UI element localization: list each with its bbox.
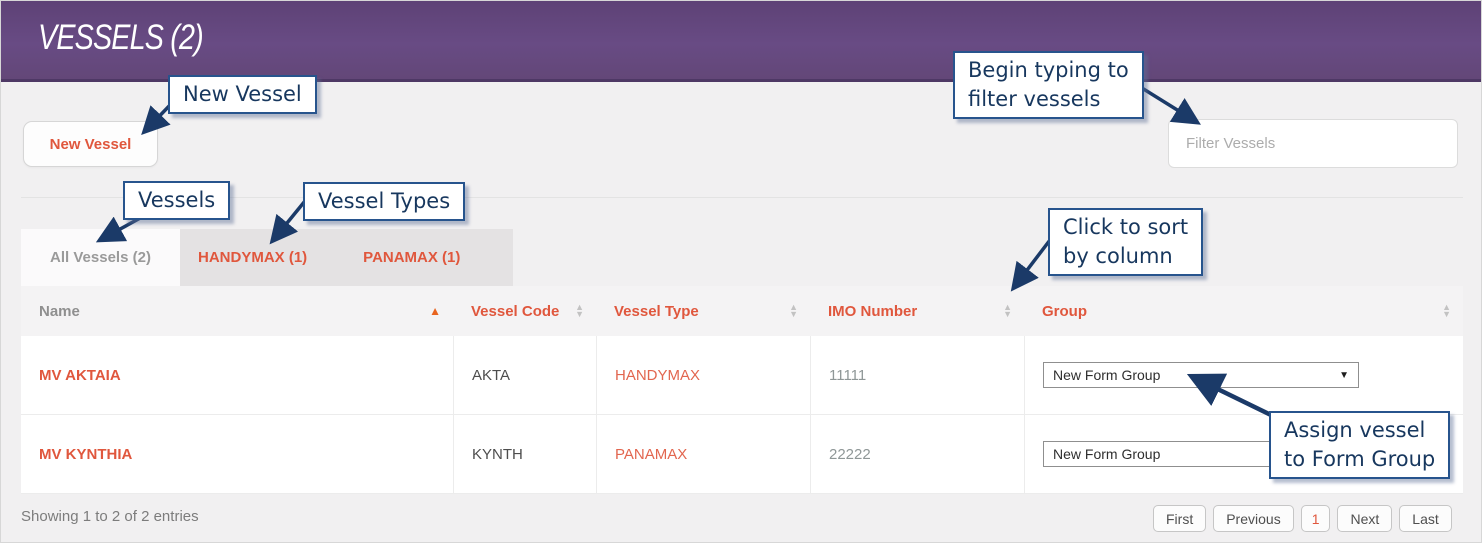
table-row: MV AKTAIA AKTA HANDYMAX 11111 New Form G… xyxy=(21,336,1463,415)
pagination: First Previous 1 Next Last xyxy=(1153,505,1452,532)
form-group-select-value: New Form Group xyxy=(1053,446,1161,462)
callout-vessel-types: Vessel Types xyxy=(303,182,466,221)
table-row: MV KYNTHIA KYNTH PANAMAX 22222 New Form … xyxy=(21,415,1463,494)
dropdown-arrow-icon: ▼ xyxy=(1339,369,1349,381)
callout-vessels: Vessels xyxy=(123,181,231,220)
page-number-button[interactable]: 1 xyxy=(1300,505,1331,532)
sort-icon: ▲ ▼ xyxy=(1442,302,1451,319)
form-group-select[interactable]: New Form Group ▼ xyxy=(1043,362,1359,388)
imo-number: 22222 xyxy=(829,445,871,463)
table-header-row: Name ▲ Vessel Code ▲ ▼ Vessel Type ▲ ▼ IMO… xyxy=(21,286,1463,336)
arrow-to-sort-icon xyxy=(1010,238,1052,292)
callout-sort-by-column: Click to sort by column xyxy=(1048,208,1204,276)
toolbar-divider xyxy=(21,197,1463,198)
column-header-vessel-code[interactable]: Vessel Code ▲ ▼ xyxy=(471,302,584,320)
vessel-name-link[interactable]: MV KYNTHIA xyxy=(39,445,133,463)
column-header-name[interactable]: Name ▲ xyxy=(39,302,441,320)
tab-all-vessels[interactable]: All Vessels (2) xyxy=(21,229,180,286)
new-vessel-button-label: New Vessel xyxy=(49,135,132,153)
vessel-code: AKTA xyxy=(472,366,511,384)
callout-new-vessel: New Vessel xyxy=(168,75,317,114)
column-header-vessel-type[interactable]: Vessel Type ▲ ▼ xyxy=(614,302,798,320)
arrow-to-filter-input xyxy=(1136,83,1201,125)
sort-ascending-icon: ▲ xyxy=(429,304,441,318)
column-header-group[interactable]: Group ▲ ▼ xyxy=(1042,302,1451,320)
tab-all-vessels-label: All Vessels (2) xyxy=(50,249,151,266)
sort-icon: ▲ ▼ xyxy=(575,302,584,319)
filter-vessels-input[interactable] xyxy=(1168,119,1458,168)
tab-handymax[interactable]: HANDYMAX (1) xyxy=(198,249,308,266)
column-header-imo-number[interactable]: IMO Number ▲ ▼ xyxy=(828,302,1012,320)
imo-number: 11111 xyxy=(829,366,867,384)
page-header: VESSELS (2) xyxy=(1,1,1481,82)
showing-entries-text: Showing 1 to 2 of 2 entries xyxy=(21,508,199,525)
sort-icon: ▲ ▼ xyxy=(789,302,798,319)
page-previous-button[interactable]: Previous xyxy=(1213,505,1294,532)
page-next-button[interactable]: Next xyxy=(1337,505,1393,532)
callout-filter-vessels: Begin typing to filter vessels xyxy=(953,51,1144,119)
page-first-button[interactable]: First xyxy=(1153,505,1207,532)
page-title: VESSELS (2) xyxy=(38,18,204,57)
vessel-type-tabs: HANDYMAX (1) PANAMAX (1) xyxy=(180,229,513,286)
form-group-select-value: New Form Group xyxy=(1053,367,1161,383)
vessel-type: HANDYMAX xyxy=(615,366,701,384)
page-last-button[interactable]: Last xyxy=(1399,505,1452,532)
vessel-code: KYNTH xyxy=(472,445,523,463)
vessel-name-link[interactable]: MV AKTAIA xyxy=(39,366,121,384)
vessel-type: PANAMAX xyxy=(615,445,688,463)
sort-icon: ▲ ▼ xyxy=(1003,302,1012,319)
tab-panamax[interactable]: PANAMAX (1) xyxy=(363,249,461,266)
callout-assign-form-group: Assign vessel to Form Group xyxy=(1269,411,1451,479)
new-vessel-button[interactable]: New Vessel xyxy=(23,121,158,167)
